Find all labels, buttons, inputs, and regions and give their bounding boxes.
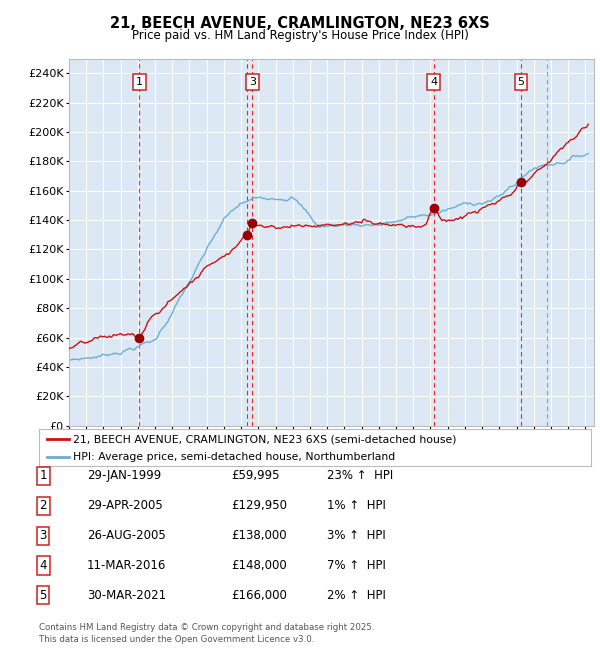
Text: 4: 4: [40, 559, 47, 572]
Text: 1% ↑  HPI: 1% ↑ HPI: [327, 499, 386, 512]
Text: £129,950: £129,950: [231, 499, 287, 512]
Text: £59,995: £59,995: [231, 469, 280, 482]
Text: This data is licensed under the Open Government Licence v3.0.: This data is licensed under the Open Gov…: [39, 634, 314, 644]
Text: 1: 1: [136, 77, 143, 87]
Text: 11-MAR-2016: 11-MAR-2016: [87, 559, 166, 572]
Text: 3: 3: [249, 77, 256, 87]
Text: 26-AUG-2005: 26-AUG-2005: [87, 529, 166, 542]
Text: 4: 4: [430, 77, 437, 87]
Text: Price paid vs. HM Land Registry's House Price Index (HPI): Price paid vs. HM Land Registry's House …: [131, 29, 469, 42]
Text: 30-MAR-2021: 30-MAR-2021: [87, 589, 166, 602]
Text: 3: 3: [40, 529, 47, 542]
Text: £148,000: £148,000: [231, 559, 287, 572]
Text: 21, BEECH AVENUE, CRAMLINGTON, NE23 6XS: 21, BEECH AVENUE, CRAMLINGTON, NE23 6XS: [110, 16, 490, 31]
Text: 1: 1: [40, 469, 47, 482]
Text: 5: 5: [40, 589, 47, 602]
Text: 29-JAN-1999: 29-JAN-1999: [87, 469, 161, 482]
Text: 29-APR-2005: 29-APR-2005: [87, 499, 163, 512]
Text: £166,000: £166,000: [231, 589, 287, 602]
Text: HPI: Average price, semi-detached house, Northumberland: HPI: Average price, semi-detached house,…: [73, 452, 395, 461]
Text: £138,000: £138,000: [231, 529, 287, 542]
Text: 2% ↑  HPI: 2% ↑ HPI: [327, 589, 386, 602]
Text: 23% ↑  HPI: 23% ↑ HPI: [327, 469, 393, 482]
Text: Contains HM Land Registry data © Crown copyright and database right 2025.: Contains HM Land Registry data © Crown c…: [39, 623, 374, 632]
Text: 5: 5: [517, 77, 524, 87]
Text: 2: 2: [40, 499, 47, 512]
Text: 7% ↑  HPI: 7% ↑ HPI: [327, 559, 386, 572]
Text: 3% ↑  HPI: 3% ↑ HPI: [327, 529, 386, 542]
Text: 21, BEECH AVENUE, CRAMLINGTON, NE23 6XS (semi-detached house): 21, BEECH AVENUE, CRAMLINGTON, NE23 6XS …: [73, 434, 457, 444]
